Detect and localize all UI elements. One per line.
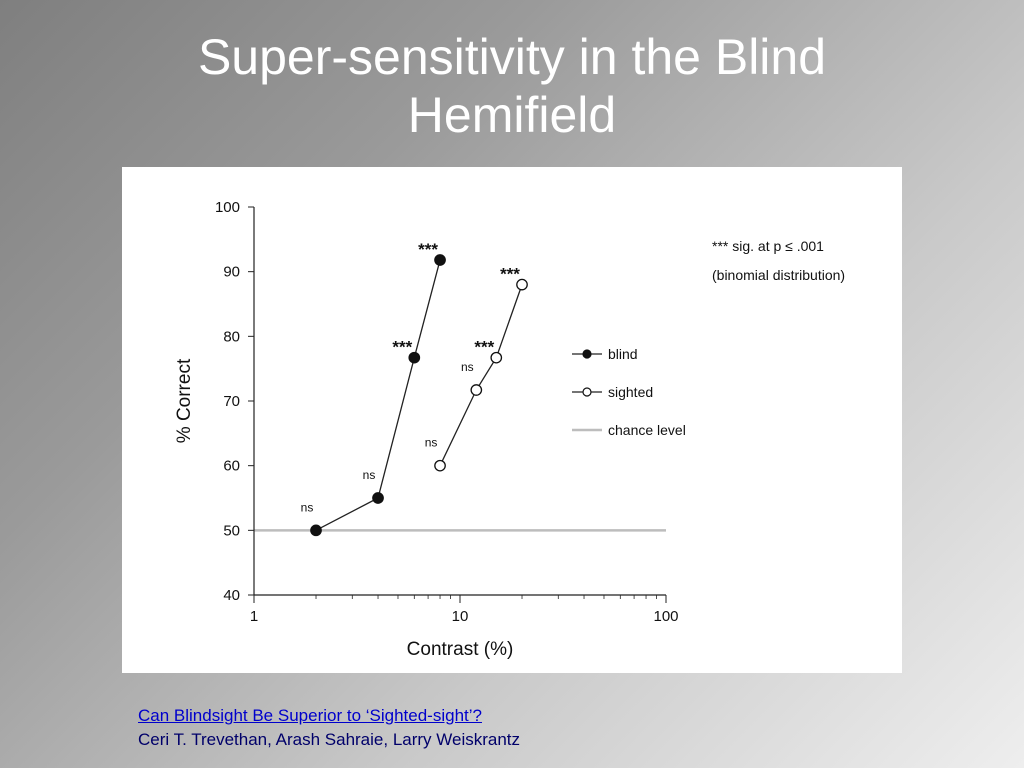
citation: Can Blindsight Be Superior to ‘Sighted-s…: [138, 704, 520, 752]
slide-title-line-2: Hemifield: [407, 87, 617, 143]
legend-marker-sighted: [582, 387, 592, 397]
y-tick-label: 60: [223, 458, 240, 475]
legend-label-sighted: sighted: [608, 384, 653, 400]
significance-label-ns: ns: [461, 360, 474, 374]
slide-title-line-1: Super-sensitivity in the Blind: [197, 29, 827, 85]
significance-label-stars: ***: [500, 265, 520, 284]
significance-label-ns: ns: [363, 468, 376, 482]
data-point-blind: [310, 524, 322, 537]
paper-authors: Ceri T. Trevethan, Arash Sahraie, Larry …: [138, 730, 521, 749]
significance-label-stars: ***: [392, 338, 412, 357]
data-point-sighted: [434, 459, 446, 472]
significance-label-stars: ***: [418, 240, 438, 259]
significance-label-ns: ns: [425, 436, 438, 450]
legend-marker-blind: [582, 349, 592, 359]
y-axis-label: % Correct: [174, 358, 195, 443]
x-tick-label: 1: [250, 608, 258, 625]
significance-label-ns: ns: [301, 500, 314, 514]
x-tick-label: 10: [452, 608, 469, 625]
y-tick-label: 40: [223, 587, 240, 604]
y-tick-label: 90: [223, 264, 240, 281]
y-tick-label: 100: [215, 199, 240, 216]
data-point-sighted: [516, 278, 528, 291]
series-line-sighted: [439, 284, 523, 466]
y-tick-label: 80: [223, 328, 240, 345]
data-point-blind: [434, 254, 446, 266]
series-line-blind: [315, 259, 441, 531]
data-point-blind: [408, 351, 421, 364]
chart-panel: 40 50 60 70 80 90 100 1 10 100 Contrast (%)% Corre…: [122, 167, 902, 673]
x-axis-label: Contrast (%): [407, 639, 514, 660]
y-tick-label: 70: [223, 393, 240, 410]
annotation-line-1: *** sig. at p ≤ .001: [712, 238, 824, 254]
x-tick-label: 100: [653, 608, 678, 625]
data-point-sighted: [490, 351, 503, 364]
legend-label-blind: blind: [608, 346, 638, 362]
slide-title: Super-sensitivity in the Blind Hemifield: [0, 28, 1024, 144]
data-point-blind: [372, 492, 384, 504]
significance-label-stars: ***: [474, 338, 494, 357]
legend-label-chance: chance level: [608, 422, 686, 438]
y-tick-label: 50: [223, 522, 240, 539]
annotation-line-2: (binomial distribution): [712, 267, 845, 283]
data-point-sighted: [470, 384, 483, 396]
paper-link[interactable]: Can Blindsight Be Superior to ‘Sighted-s…: [138, 706, 482, 725]
